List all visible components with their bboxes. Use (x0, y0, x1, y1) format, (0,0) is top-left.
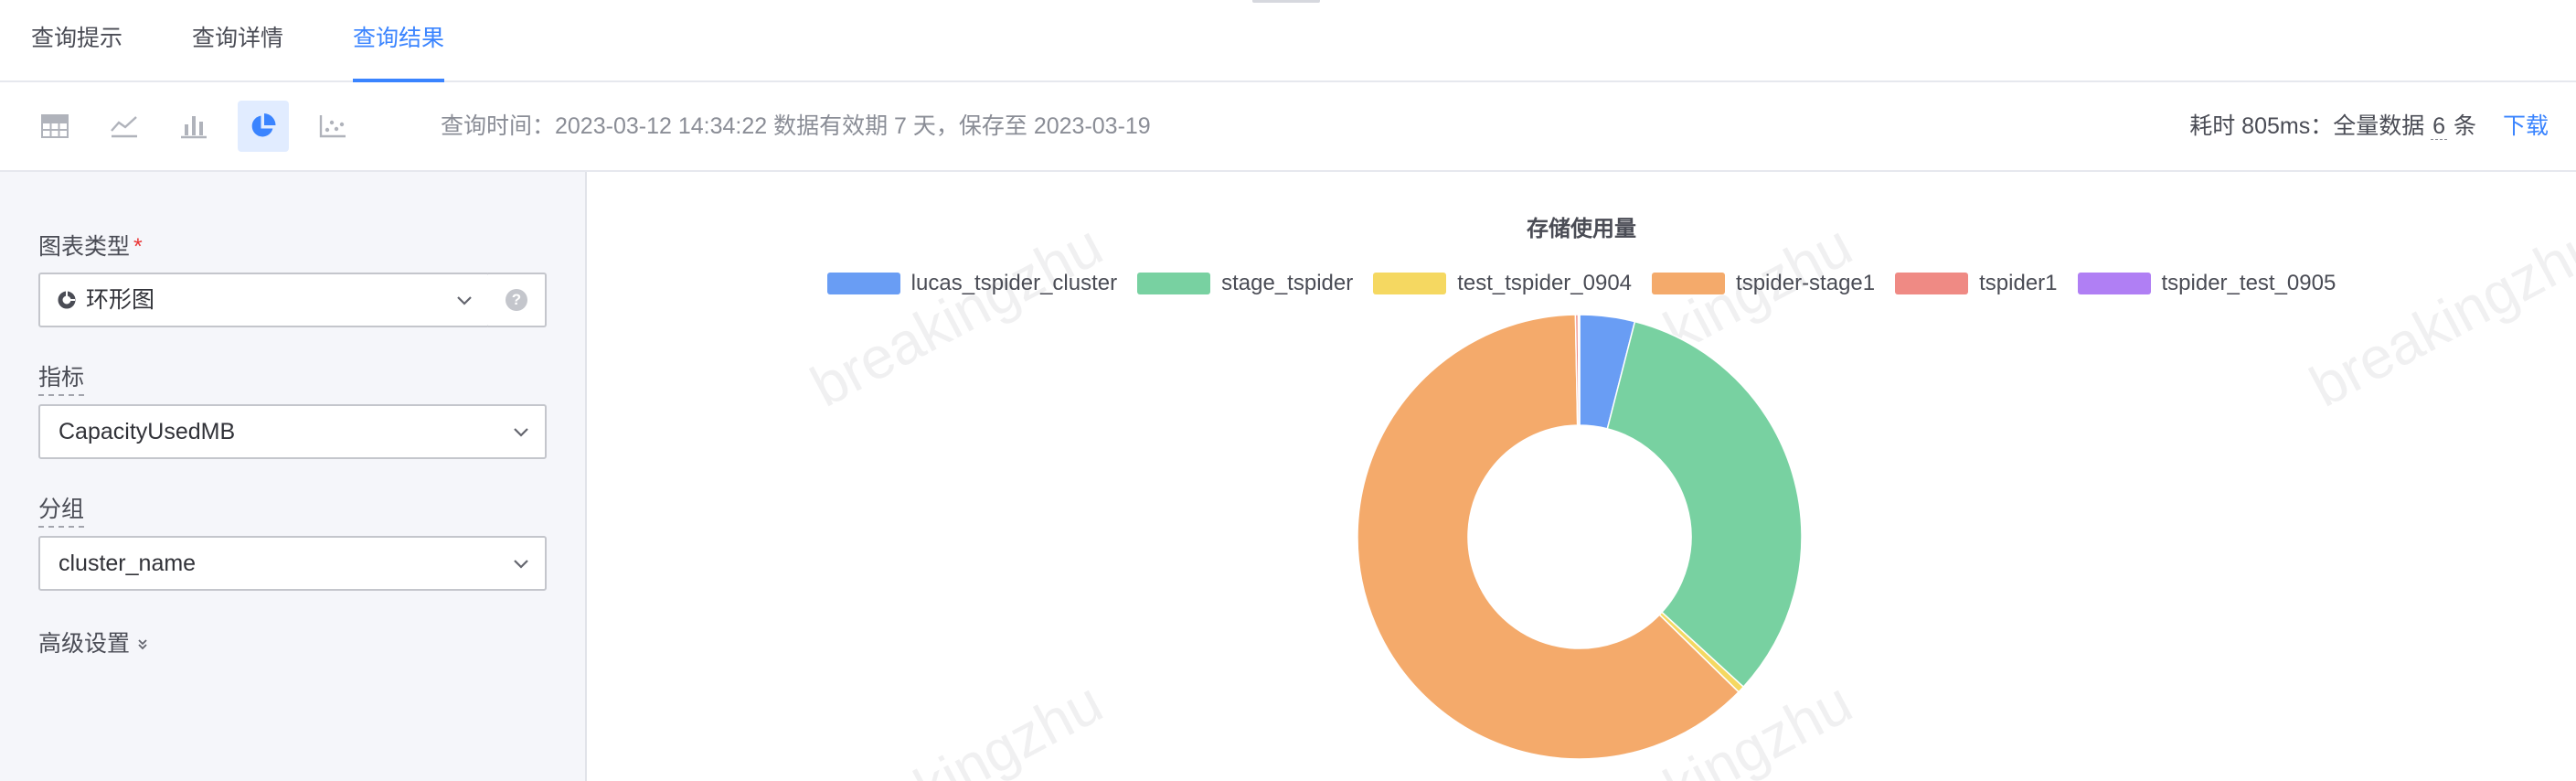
advanced-settings-label: 高级设置 (38, 631, 131, 657)
donut-slice[interactable] (1577, 314, 1581, 426)
result-meta: 耗时 805ms：全量数据 6 条 下载 (2189, 82, 2549, 170)
tab-query-result[interactable]: 查询结果 (353, 0, 445, 82)
legend-swatch (826, 273, 900, 294)
chevron-down-icon (457, 296, 472, 305)
result-count: 6 (2431, 113, 2448, 140)
legend-label: tspider-stage1 (1736, 271, 1876, 295)
legend-item[interactable]: tspider1 (1895, 271, 2058, 296)
chart-type-label: 图表类型 * (38, 229, 143, 262)
bar-chart-icon[interactable] (168, 101, 219, 152)
tab-bar: 查询提示 查询详情 查询结果 (0, 0, 2576, 82)
elapsed-text: 耗时 805ms：全量数据 (2189, 113, 2425, 139)
legend-swatch (2077, 273, 2151, 294)
legend-swatch (1137, 273, 1211, 294)
line-chart-icon[interactable] (99, 101, 150, 152)
legend-item[interactable]: tspider_test_0905 (2077, 271, 2336, 296)
legend-label: stage_tspider (1221, 271, 1354, 295)
legend-item[interactable]: test_tspider_0904 (1373, 271, 1632, 296)
donut-slice[interactable] (1606, 320, 1803, 689)
legend-swatch (1652, 273, 1726, 294)
legend-label: tspider1 (1979, 271, 2058, 295)
required-mark: * (133, 234, 143, 260)
drag-handle[interactable] (1252, 0, 1320, 3)
legend-label: lucas_tspider_cluster (910, 271, 1118, 295)
donut-chart-icon (58, 291, 76, 309)
chart-type-select[interactable]: 环形图 (38, 273, 490, 327)
legend-swatch (1895, 273, 1969, 294)
result-toolbar: 查询时间：2023-03-12 14:34:22 数据有效期 7 天，保存至 2… (0, 82, 2576, 172)
query-info-text: 查询时间：2023-03-12 14:34:22 数据有效期 7 天，保存至 2… (441, 113, 1151, 139)
scatter-chart-icon[interactable] (307, 101, 358, 152)
table-icon[interactable] (29, 101, 80, 152)
legend-item[interactable]: tspider-stage1 (1652, 271, 1875, 296)
chart-type-value: 环形图 (86, 287, 155, 313)
tab-query-hint[interactable]: 查询提示 (31, 26, 123, 51)
group-label: 分组 (38, 491, 85, 528)
tab-query-detail[interactable]: 查询详情 (192, 26, 284, 51)
chevron-down-icon (514, 428, 528, 437)
result-count-unit: 条 (2454, 113, 2477, 139)
chart-type-label-text: 图表类型 (38, 234, 131, 260)
chevron-down-icon (514, 560, 528, 569)
donut-slice[interactable] (1357, 314, 1740, 760)
legend-label: test_tspider_0904 (1457, 271, 1633, 295)
chart-title: 存储使用量 (1527, 217, 1636, 241)
legend-item[interactable]: stage_tspider (1137, 271, 1353, 296)
download-link[interactable]: 下载 (2502, 113, 2549, 139)
legend-label: tspider_test_0905 (2161, 271, 2336, 295)
chart-type-help-button[interactable]: ? (488, 273, 547, 327)
group-select[interactable]: cluster_name (38, 536, 547, 591)
chart-settings-panel: 图表类型 * 环形图 ? 指标 CapacityUsedMB 分组 cluster… (0, 172, 587, 781)
metric-select[interactable]: CapacityUsedMB (38, 404, 547, 459)
metric-label: 指标 (38, 359, 85, 396)
donut-chart (1357, 314, 1803, 760)
legend-item[interactable]: lucas_tspider_cluster (826, 271, 1118, 296)
legend-swatch (1373, 273, 1447, 294)
group-value: cluster_name (59, 551, 197, 576)
pie-chart-icon[interactable] (238, 101, 289, 152)
help-icon: ? (506, 289, 527, 311)
chart-area: breakingzhu breakingzhu breakingzhu brea… (587, 172, 2576, 781)
metric-value: CapacityUsedMB (59, 419, 236, 444)
chart-legend: lucas_tspider_cluster stage_tspider test_t… (587, 271, 2576, 296)
double-chevron-down-icon (138, 639, 147, 650)
advanced-settings-toggle[interactable]: 高级设置 (38, 626, 149, 658)
